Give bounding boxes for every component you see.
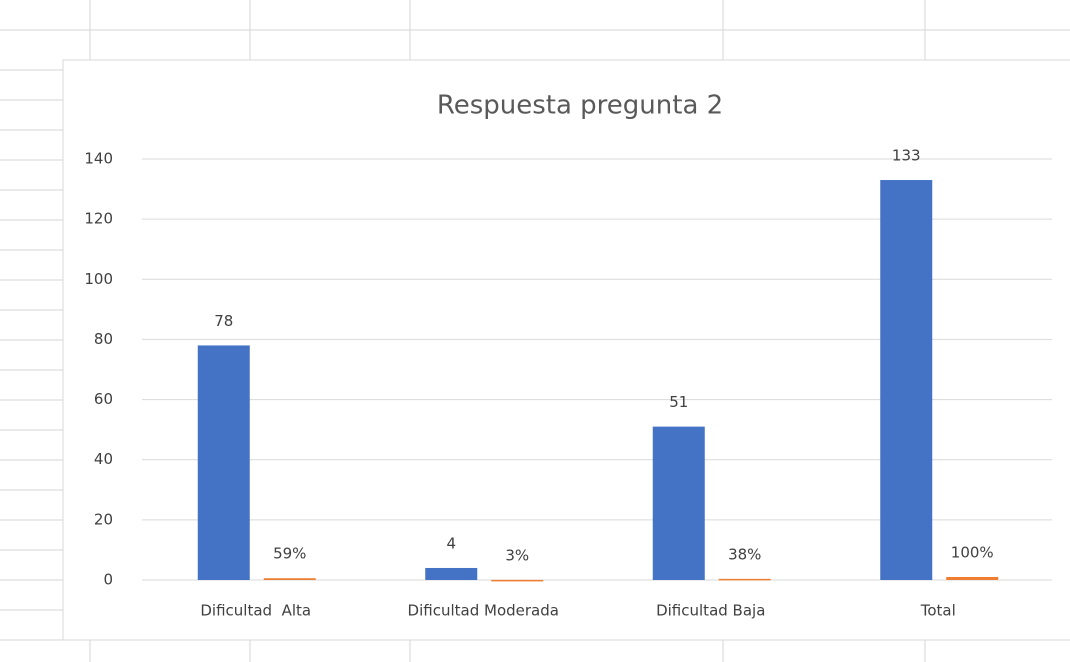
bar bbox=[263, 578, 316, 580]
bar bbox=[946, 576, 999, 580]
bar bbox=[425, 567, 478, 580]
chart-title: Respuesta pregunta 2 bbox=[437, 91, 723, 121]
y-tick-label: 60 bbox=[94, 390, 113, 408]
x-tick-label: Dificultad Moderada bbox=[408, 602, 559, 620]
bar bbox=[718, 578, 771, 581]
y-tick-label: 20 bbox=[94, 510, 113, 528]
y-tick-label: 80 bbox=[94, 330, 113, 348]
data-label: 133 bbox=[892, 147, 921, 165]
y-tick-label: 40 bbox=[94, 450, 113, 468]
data-label: 100% bbox=[951, 543, 994, 561]
x-tick-label: Dificultad Alta bbox=[200, 602, 311, 620]
x-tick-label: Dificultad Baja bbox=[656, 602, 765, 620]
y-tick-label: 120 bbox=[84, 210, 113, 228]
x-tick-label: Total bbox=[920, 602, 956, 620]
data-label: 38% bbox=[728, 545, 761, 563]
y-tick-label: 140 bbox=[84, 150, 113, 168]
data-label: 78 bbox=[214, 312, 233, 330]
bar bbox=[652, 426, 705, 580]
bar bbox=[880, 180, 933, 581]
bar bbox=[491, 579, 544, 582]
data-label: 3% bbox=[505, 546, 529, 564]
data-label: 51 bbox=[669, 393, 688, 411]
y-tick-label: 0 bbox=[103, 571, 113, 589]
data-label: 4 bbox=[446, 534, 456, 552]
y-tick-label: 100 bbox=[84, 270, 113, 288]
data-label: 59% bbox=[273, 545, 306, 563]
bar bbox=[197, 345, 250, 580]
